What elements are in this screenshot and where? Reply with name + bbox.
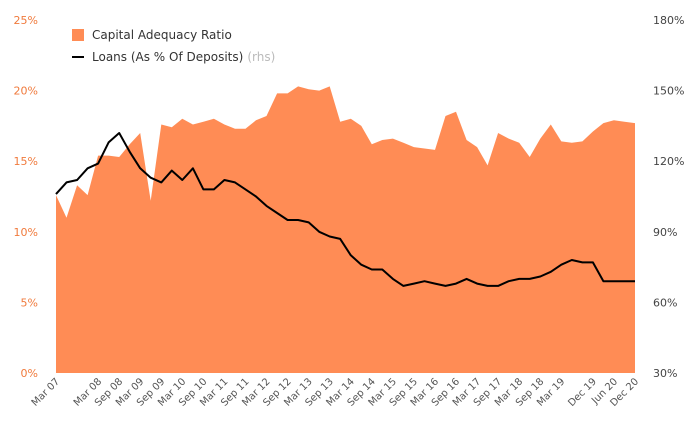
legend-label-loans-suffix: (rhs): [247, 50, 276, 64]
y-left-tick-label: 10%: [14, 226, 38, 239]
legend: Capital Adequacy Ratio Loans (As % Of De…: [72, 24, 275, 68]
y-left-tick-label: 20%: [14, 85, 38, 98]
legend-label-loans: Loans (As % Of Deposits): [92, 50, 244, 64]
x-tick-label: Mar 07: [30, 376, 62, 408]
area-layer: [56, 86, 635, 374]
y-right-tick-label: 30%: [653, 367, 677, 380]
y-right-axis: 30% 60% 90% 120% 150% 180%: [653, 14, 684, 380]
y-left-axis: 0% 5% 10% 15% 20% 25%: [14, 14, 38, 380]
y-right-tick-label: 90%: [653, 226, 677, 239]
y-right-tick-label: 180%: [653, 14, 684, 27]
legend-swatch-line: [72, 56, 84, 58]
legend-swatch-area: [72, 29, 84, 41]
y-right-tick-label: 150%: [653, 85, 684, 98]
legend-item-car: Capital Adequacy Ratio: [72, 24, 275, 46]
legend-item-loans: Loans (As % Of Deposits) (rhs): [72, 46, 275, 68]
y-left-tick-label: 5%: [21, 296, 38, 309]
loans-line: [55, 132, 635, 287]
line-layer: [55, 132, 635, 287]
y-right-tick-label: 120%: [653, 155, 684, 168]
capital-adequacy-area: [56, 86, 635, 374]
y-left-tick-label: 15%: [14, 155, 38, 168]
y-left-tick-label: 25%: [14, 14, 38, 27]
y-right-tick-label: 60%: [653, 296, 677, 309]
y-left-tick-label: 0%: [21, 367, 38, 380]
legend-label-car: Capital Adequacy Ratio: [92, 28, 232, 42]
